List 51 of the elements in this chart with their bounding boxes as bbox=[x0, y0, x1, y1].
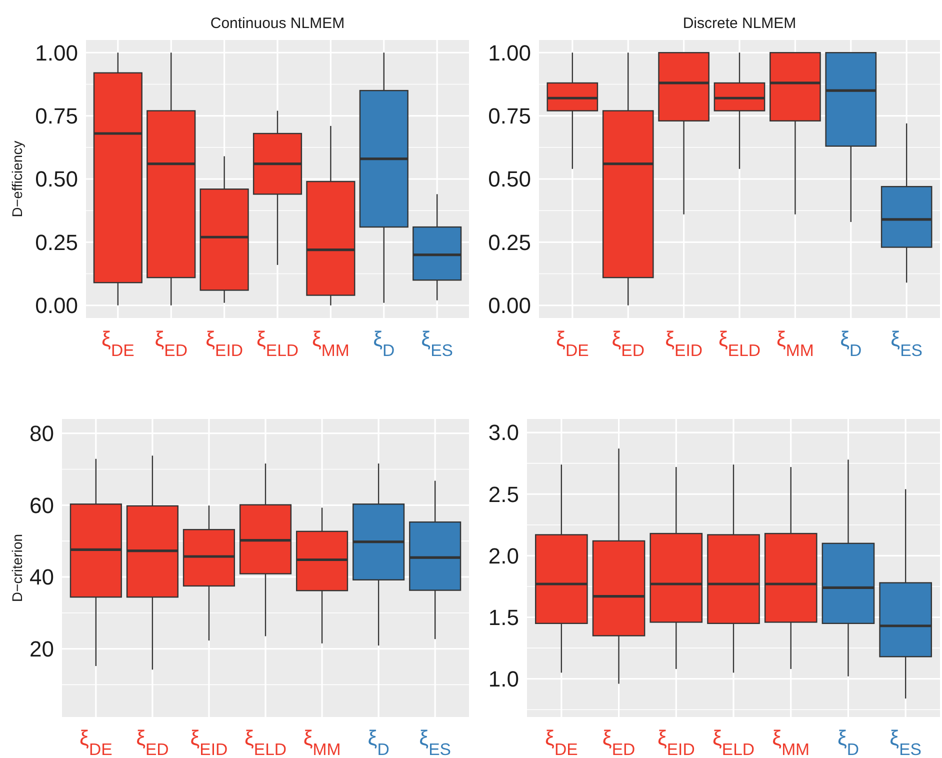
y-tick-label: 0.50 bbox=[488, 166, 531, 192]
y-tick-label: 60 bbox=[30, 492, 54, 518]
y-tick-label: 0.00 bbox=[35, 293, 78, 318]
chart-title: Continuous NLMEM bbox=[210, 15, 345, 32]
y-tick-label: 40 bbox=[30, 564, 54, 590]
y-tick-label: 80 bbox=[30, 421, 54, 446]
x-tick-label: ξ$_{ED}$ bbox=[154, 328, 188, 360]
x-tick-label: ξ$_{DE}$ bbox=[80, 727, 112, 758]
x-tick-label: ξ$_{MM}$ bbox=[776, 328, 814, 360]
x-tick-label: ξ$_{ED}$ bbox=[602, 727, 636, 758]
y-tick-label: 2.0 bbox=[488, 543, 519, 568]
y-axis-title: D−efficiency bbox=[9, 140, 25, 218]
y-tick-label: 1.0 bbox=[488, 666, 519, 692]
x-tick-label: ξ$_{DE}$ bbox=[545, 727, 578, 758]
y-tick-label: 20 bbox=[30, 636, 54, 662]
y-tick-label: 1.00 bbox=[35, 40, 78, 66]
x-tick-label: ξ$_{EID}$ bbox=[657, 727, 695, 758]
y-tick-label: 1.00 bbox=[488, 40, 531, 66]
x-tick-label: ξ$_{EID}$ bbox=[665, 328, 702, 360]
x-tick-label: ξ$_{ES}$ bbox=[890, 727, 922, 758]
x-tick-label: ξ$_{DE}$ bbox=[102, 328, 134, 360]
x-tick-label: ξ$_{D}$ bbox=[837, 727, 859, 758]
x-tick-label: ξ$_{ES}$ bbox=[421, 328, 453, 360]
x-tick-label: ξ$_{DE}$ bbox=[556, 328, 589, 360]
y-tick-label: 3.0 bbox=[488, 420, 519, 446]
x-tick-label: ξ$_{ED}$ bbox=[612, 328, 644, 360]
x-tick-label: ξ$_{MM}$ bbox=[312, 328, 350, 360]
x-tick-label: ξ$_{D}$ bbox=[368, 727, 390, 758]
x-tick-label: ξ$_{MM}$ bbox=[772, 727, 810, 758]
y-tick-label: 1.5 bbox=[488, 604, 519, 630]
x-tick-label: ξ$_{D}$ bbox=[840, 328, 862, 360]
y-tick-label: 0.00 bbox=[488, 293, 531, 318]
x-tick-label: ξ$_{ELD}$ bbox=[256, 328, 299, 360]
x-tick-label: ξ$_{MM}$ bbox=[303, 727, 341, 758]
y-tick-label: 0.25 bbox=[488, 230, 531, 255]
y-tick-label: 0.75 bbox=[35, 104, 78, 129]
y-tick-label: 0.75 bbox=[488, 104, 531, 129]
x-tick-label: ξ$_{ELD}$ bbox=[712, 727, 755, 758]
x-tick-label: ξ$_{ELD}$ bbox=[718, 328, 761, 360]
chart-title: Discrete NLMEM bbox=[682, 15, 796, 32]
y-tick-label: 0.25 bbox=[35, 230, 78, 255]
x-tick-label: ξ$_{EID}$ bbox=[206, 328, 243, 360]
x-tick-label: ξ$_{ES}$ bbox=[890, 328, 922, 360]
x-tick-label: ξ$_{ED}$ bbox=[136, 727, 169, 758]
y-axis-title: D−criterion bbox=[9, 534, 25, 602]
x-tick-label: ξ$_{ELD}$ bbox=[244, 727, 287, 758]
x-tick-label: ξ$_{D}$ bbox=[373, 328, 395, 360]
x-tick-label: ξ$_{ES}$ bbox=[419, 727, 451, 758]
x-tick-label: ξ$_{EID}$ bbox=[190, 727, 228, 758]
y-tick-label: 0.50 bbox=[35, 166, 78, 192]
y-tick-label: 2.5 bbox=[488, 482, 519, 507]
